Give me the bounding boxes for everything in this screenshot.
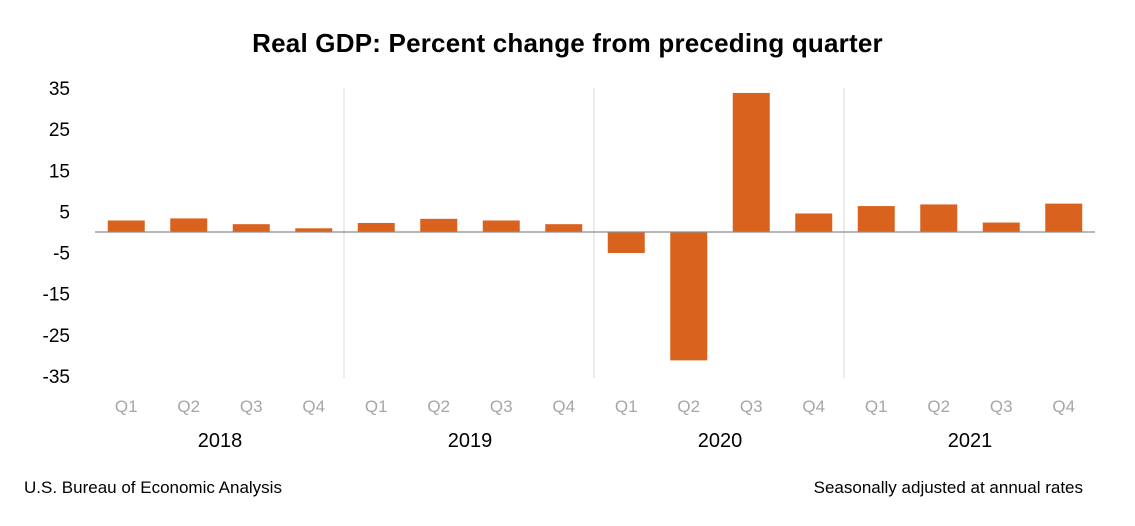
x-tick-label: Q4 [552,397,575,416]
y-tick-label: -35 [43,367,70,388]
bar [732,92,770,233]
bar [545,224,583,232]
bar [295,228,333,232]
bar [107,220,145,232]
bar [420,218,458,232]
x-tick-label: Q3 [740,397,763,416]
year-label: 2019 [448,430,493,452]
x-tick-label: Q4 [802,397,825,416]
bar [170,218,208,232]
y-tick-label: 15 [49,161,70,182]
year-label: 2018 [198,430,243,452]
bar [482,220,520,232]
bar [357,222,395,232]
x-tick-label: Q1 [865,397,888,416]
x-tick-label: Q1 [365,397,388,416]
y-tick-label: 25 [49,120,70,141]
y-tick-label: -5 [53,244,70,265]
chart-title: Real GDP: Percent change from preceding … [252,28,883,58]
bar [1045,203,1083,232]
x-tick-label: Q1 [115,397,138,416]
x-tick-label: Q2 [677,397,700,416]
source-label: U.S. Bureau of Economic Analysis [24,478,282,497]
x-tick-label: Q2 [427,397,450,416]
bar [607,232,645,253]
y-tick-label: -25 [43,326,70,347]
bar [857,206,895,232]
x-tick-label: Q3 [990,397,1013,416]
x-tick-label: Q1 [615,397,638,416]
x-tick-label: Q2 [177,397,200,416]
x-tick-label: Q3 [240,397,263,416]
x-tick-label: Q3 [490,397,513,416]
bar [232,224,270,232]
note-label: Seasonally adjusted at annual rates [813,478,1083,497]
x-tick-label: Q4 [1052,397,1075,416]
bar [795,213,833,232]
year-label: 2021 [948,430,993,452]
year-label: 2020 [698,430,743,452]
y-tick-label: 5 [59,202,70,223]
bar [670,232,708,361]
y-tick-label: -15 [43,285,70,306]
y-tick-label: 35 [49,79,70,100]
bar [982,222,1020,232]
x-tick-label: Q4 [302,397,325,416]
bar [920,204,958,232]
x-tick-label: Q2 [927,397,950,416]
